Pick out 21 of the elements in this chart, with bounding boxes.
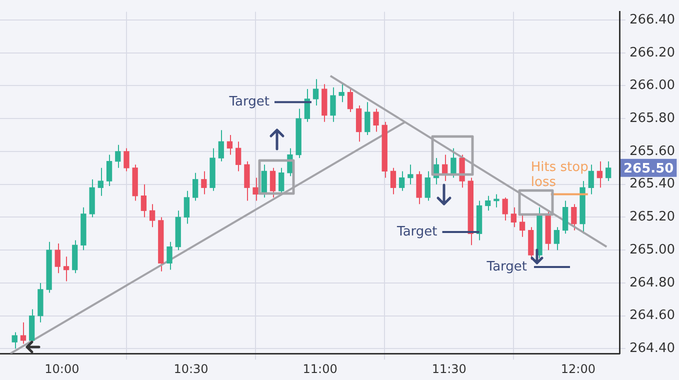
x-tick-label: 11:00 bbox=[302, 362, 338, 376]
y-tick-label: 266.20 bbox=[630, 45, 676, 60]
annotation: Target bbox=[396, 224, 438, 240]
y-tick-label: 265.60 bbox=[630, 144, 676, 159]
y-tick-label: 265.20 bbox=[630, 210, 676, 225]
text: 265.50 bbox=[624, 161, 674, 176]
y-tick-label: 266.40 bbox=[630, 12, 676, 28]
annotation: Target bbox=[486, 259, 527, 274]
x-tick-label: 10:00 bbox=[44, 362, 80, 376]
x-tick-label: 10:30 bbox=[174, 362, 208, 376]
y-tick-label: 265.80 bbox=[630, 110, 676, 126]
y-tick-label: 264.60 bbox=[630, 308, 676, 324]
x-tick-label: 12:00 bbox=[560, 362, 596, 376]
annotation: Hits stop loss bbox=[530, 160, 588, 190]
y-tick-label: 265.00 bbox=[630, 242, 676, 258]
annotation: Target bbox=[228, 94, 270, 110]
y-tick-label: 264.40 bbox=[630, 341, 676, 356]
x-tick-label: 11:30 bbox=[432, 362, 466, 376]
y-tick-label: 266.00 bbox=[630, 78, 676, 94]
y-tick-label: 265.40 bbox=[630, 176, 676, 192]
y-tick-label: 264.80 bbox=[630, 275, 676, 290]
